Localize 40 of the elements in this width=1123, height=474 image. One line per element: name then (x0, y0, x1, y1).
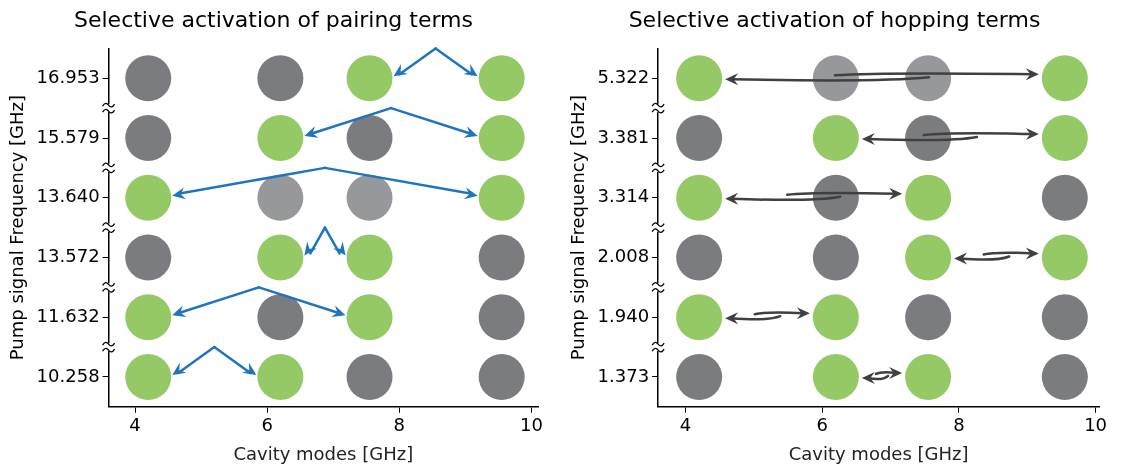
point (257, 115, 304, 161)
point (905, 174, 952, 221)
y-tick-label: 3.381 (597, 125, 650, 147)
x-axis-title: Cavity modes [GHz] (233, 442, 414, 464)
x-tick-label: 8 (953, 414, 965, 436)
y-tick-label: 2.008 (597, 245, 650, 267)
y-tick-label: 11.632 (36, 304, 100, 326)
y-tick-label: 1.940 (597, 304, 650, 326)
y-tick-label: 3.314 (597, 185, 650, 207)
x-tick-label: 8 (393, 414, 405, 436)
y-tick-label: 10.258 (36, 364, 100, 386)
point (905, 353, 952, 400)
y-tick-label: 16.953 (36, 65, 100, 87)
x-tick-label: 10 (519, 414, 543, 436)
point (257, 174, 304, 221)
point (346, 234, 393, 281)
y-tick-label: 13.640 (36, 185, 100, 207)
x-tick-label: 4 (129, 414, 141, 436)
point (812, 115, 859, 161)
y-axis-title: Pump signal Frequency [GHz] (567, 94, 589, 361)
point (812, 294, 859, 341)
y-axis-title: Pump signal Frequency [GHz] (6, 94, 28, 361)
x-axis-title: Cavity modes [GHz] (788, 442, 969, 464)
y-tick-label: 13.572 (36, 245, 100, 267)
point (346, 174, 393, 221)
chart-title: Selective activation of pairing terms (73, 6, 474, 32)
y-tick-label: 1.373 (597, 364, 650, 386)
chart-title: Selective activation of hopping terms (628, 6, 1041, 32)
point (346, 294, 393, 341)
x-tick-label: 4 (679, 414, 692, 436)
point (812, 353, 859, 400)
y-tick-label: 5.322 (597, 65, 650, 87)
x-tick-label: 10 (1084, 414, 1108, 436)
point (257, 353, 304, 400)
x-tick-label: 6 (816, 414, 828, 436)
point (346, 55, 393, 102)
x-tick-label: 6 (261, 414, 273, 436)
y-tick-label: 15.579 (36, 125, 100, 147)
point (905, 234, 952, 281)
point (257, 234, 304, 281)
